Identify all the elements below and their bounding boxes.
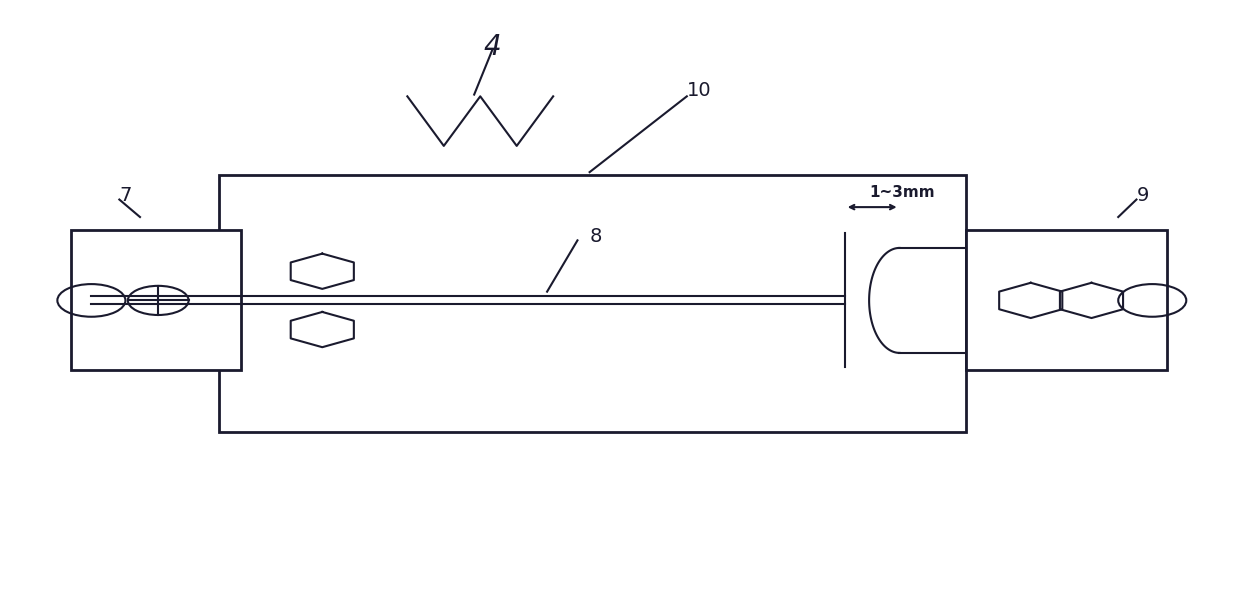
Text: 1~3mm: 1~3mm — [869, 185, 935, 200]
Text: 8: 8 — [589, 227, 601, 246]
Bar — [219, 175, 966, 431]
Text: 7: 7 — [119, 186, 131, 205]
Text: 9: 9 — [1136, 186, 1148, 205]
Text: 10: 10 — [687, 81, 712, 100]
Bar — [71, 230, 241, 370]
Bar — [966, 230, 1167, 370]
Text: 4: 4 — [484, 33, 501, 61]
